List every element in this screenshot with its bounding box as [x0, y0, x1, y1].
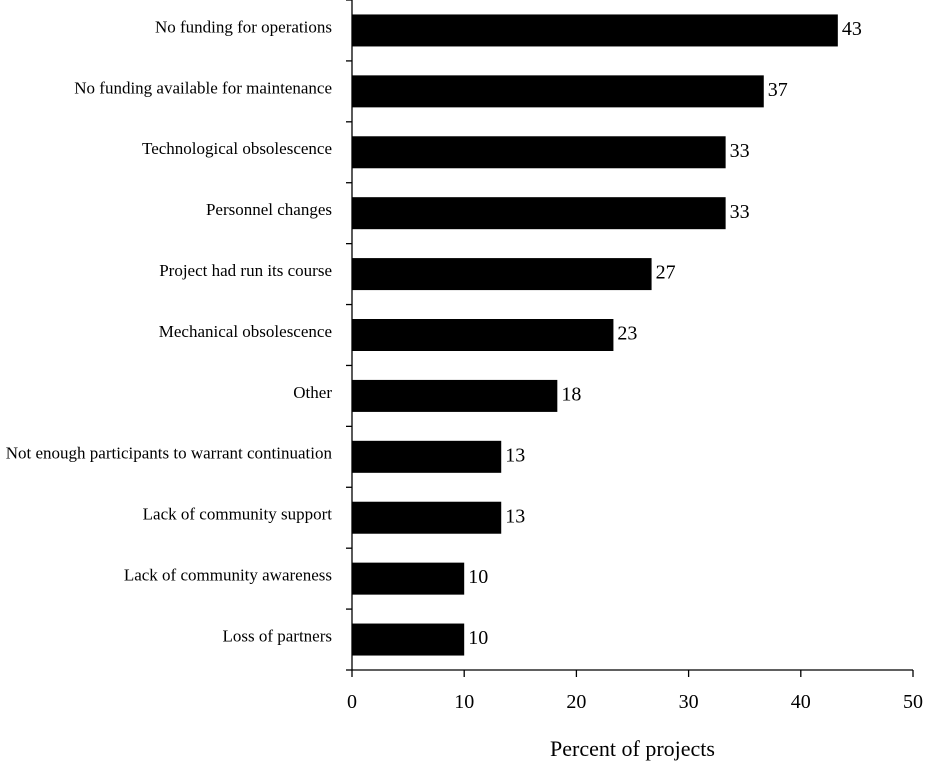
data-label-no-funding-available-for-maintenance: 37: [768, 79, 788, 101]
x-tick-label-20: 20: [566, 691, 586, 713]
category-label-lack-of-community-awareness: Lack of community awareness: [124, 566, 332, 585]
data-label-other: 18: [561, 384, 581, 406]
data-label-not-enough-participants-to-warrant-continuation: 13: [505, 444, 525, 466]
category-label-no-funding-available-for-maintenance: No funding available for maintenance: [74, 78, 332, 97]
data-label-mechanical-obsolescence: 23: [617, 323, 637, 345]
category-label-loss-of-partners: Loss of partners: [222, 626, 332, 645]
category-label-other: Other: [293, 383, 332, 402]
value-labels-group: 43 37 33 33 27 23 18 13 13 10 10: [468, 18, 862, 649]
data-label-technological-obsolescence: 33: [730, 140, 750, 162]
data-label-lack-of-community-awareness: 10: [468, 566, 488, 588]
bar-no-funding-available-for-maintenance: [352, 75, 764, 108]
category-label-not-enough-participants-to-warrant-continuation: Not enough participants to warrant conti…: [6, 444, 333, 463]
category-labels-group: No funding for operations No funding avai…: [6, 17, 333, 645]
category-label-lack-of-community-support: Lack of community support: [143, 505, 333, 524]
bar-lack-of-community-support: [352, 501, 502, 534]
bar-other: [352, 379, 558, 412]
data-label-project-had-run-its-course: 27: [656, 262, 676, 284]
bar-no-funding-for-operations: [352, 14, 838, 47]
x-axis-title: Percent of projects: [550, 736, 715, 761]
bar-project-had-run-its-course: [352, 258, 652, 291]
category-label-mechanical-obsolescence: Mechanical obsolescence: [159, 322, 332, 341]
x-tick-label-0: 0: [347, 691, 357, 713]
bar-loss-of-partners: [352, 623, 465, 656]
bars-group: [352, 14, 838, 656]
category-label-technological-obsolescence: Technological obsolescence: [142, 139, 332, 158]
bar-mechanical-obsolescence: [352, 319, 614, 351]
data-label-loss-of-partners: 10: [468, 627, 488, 649]
x-tick-label-40: 40: [791, 691, 811, 713]
x-tick-label-30: 30: [679, 691, 699, 713]
x-ticks-group: 0 10 20 30 40 50: [346, 0, 923, 713]
x-tick-label-50: 50: [903, 691, 923, 713]
bar-lack-of-community-awareness: [352, 562, 465, 595]
category-label-personnel-changes: Personnel changes: [206, 200, 332, 219]
category-label-no-funding-for-operations: No funding for operations: [155, 17, 332, 36]
data-label-no-funding-for-operations: 43: [842, 18, 862, 40]
category-label-project-had-run-its-course: Project had run its course: [159, 261, 332, 280]
bar-personnel-changes: [352, 197, 726, 230]
x-tick-label-10: 10: [454, 691, 474, 713]
data-label-lack-of-community-support: 13: [505, 505, 525, 527]
data-label-personnel-changes: 33: [730, 201, 750, 223]
bar-not-enough-participants-to-warrant-continuation: [352, 440, 502, 473]
bar-technological-obsolescence: [352, 136, 726, 169]
